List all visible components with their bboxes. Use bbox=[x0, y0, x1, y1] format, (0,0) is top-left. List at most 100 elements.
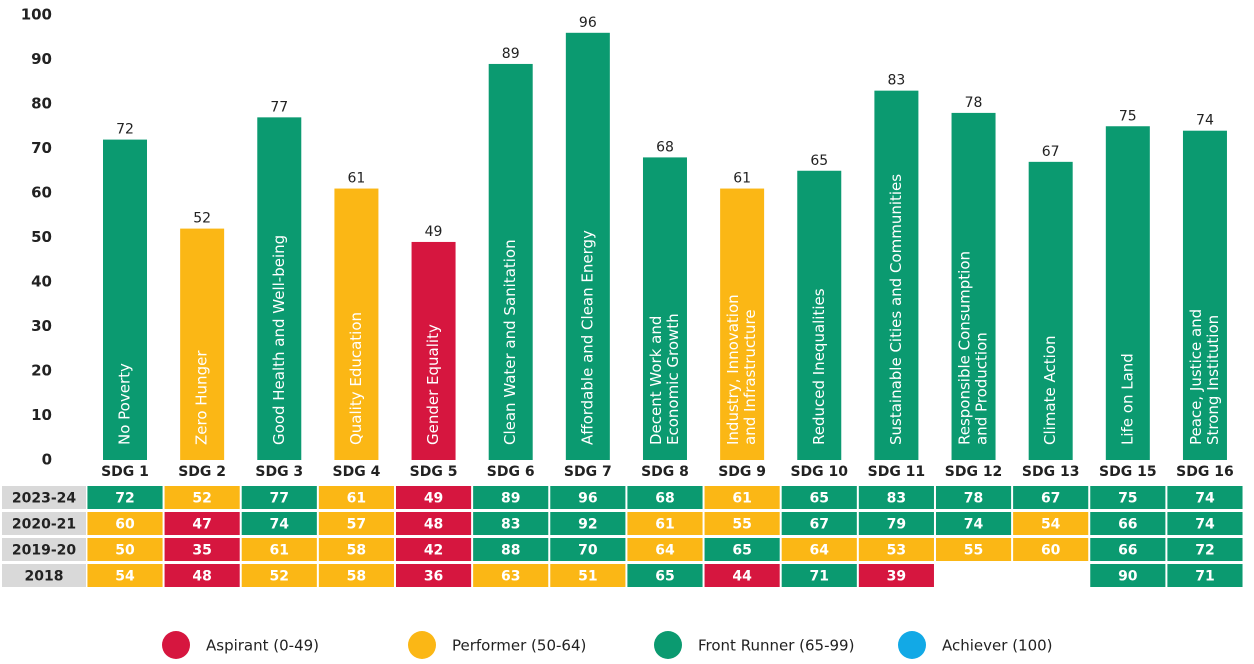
value-label: 77 bbox=[270, 99, 288, 115]
legend-swatch bbox=[898, 631, 926, 659]
legend-label: Front Runner (65-99) bbox=[698, 637, 854, 655]
table-value: 66 bbox=[1118, 543, 1137, 559]
table-cell bbox=[241, 512, 317, 535]
table-cell bbox=[395, 512, 472, 535]
goal-name: Gender Equality bbox=[424, 324, 442, 445]
table-value: 64 bbox=[655, 543, 675, 559]
table-value: 83 bbox=[501, 517, 520, 533]
table-cell bbox=[935, 486, 1012, 509]
row-header: 2023-24 bbox=[12, 491, 77, 507]
x-tick-label: SDG 5 bbox=[410, 464, 458, 480]
table-value: 61 bbox=[655, 517, 674, 533]
table-cell bbox=[87, 512, 163, 535]
y-tick-label: 10 bbox=[31, 406, 52, 424]
y-tick-label: 0 bbox=[42, 451, 52, 469]
table-value: 89 bbox=[501, 491, 520, 507]
y-tick-label: 80 bbox=[31, 95, 52, 113]
row-header: 2018 bbox=[25, 569, 64, 585]
table-cell bbox=[87, 564, 163, 587]
table-value: 58 bbox=[347, 569, 366, 585]
table-cell bbox=[395, 564, 472, 587]
bar bbox=[565, 32, 610, 461]
table-cell bbox=[781, 564, 857, 587]
value-label: 65 bbox=[810, 153, 828, 169]
table-value: 65 bbox=[810, 491, 829, 507]
goal-name: Strong Institution bbox=[1204, 315, 1222, 445]
table-cell bbox=[550, 538, 626, 561]
bar bbox=[411, 241, 456, 460]
table-value: 50 bbox=[115, 543, 135, 559]
value-label: 61 bbox=[348, 171, 366, 187]
y-tick-label: 100 bbox=[21, 6, 52, 24]
x-tick-label: SDG 3 bbox=[255, 464, 303, 480]
table-cell bbox=[781, 538, 857, 561]
table-cell bbox=[318, 512, 394, 535]
table-cell bbox=[550, 512, 626, 535]
x-tick-label: SDG 16 bbox=[1176, 464, 1234, 480]
x-tick-label: SDG 2 bbox=[178, 464, 226, 480]
bar bbox=[1105, 126, 1150, 460]
table-value: 72 bbox=[1195, 543, 1214, 559]
row-header-bg bbox=[2, 486, 86, 509]
x-tick-label: SDG 6 bbox=[487, 464, 535, 480]
legend-swatch bbox=[408, 631, 436, 659]
x-tick-label: SDG 15 bbox=[1099, 464, 1157, 480]
x-tick-label: SDG 8 bbox=[641, 464, 689, 480]
table-value: 78 bbox=[964, 491, 983, 507]
table-cell bbox=[473, 486, 549, 509]
table-value: 71 bbox=[1195, 569, 1214, 585]
table-value: 49 bbox=[424, 491, 443, 507]
y-tick-label: 20 bbox=[31, 362, 52, 380]
bar bbox=[488, 63, 533, 460]
goal-name: and Production bbox=[973, 332, 991, 445]
table-cell bbox=[87, 538, 163, 561]
row-header-bg bbox=[2, 512, 86, 535]
goal-name: Good Health and Well-being bbox=[270, 235, 288, 445]
bar bbox=[334, 188, 379, 461]
table-value: 57 bbox=[347, 517, 366, 533]
goal-name: Affordable and Clean Energy bbox=[578, 230, 596, 445]
value-label: 67 bbox=[1042, 144, 1060, 160]
row-header: 2019-20 bbox=[12, 543, 77, 559]
table-value: 83 bbox=[887, 491, 906, 507]
table-value: 52 bbox=[270, 569, 289, 585]
table-cell bbox=[1167, 512, 1243, 535]
table-cell bbox=[318, 486, 394, 509]
table-value: 79 bbox=[887, 517, 906, 533]
bar bbox=[103, 139, 147, 460]
table-cell bbox=[704, 512, 780, 535]
table-value: 60 bbox=[1041, 543, 1061, 559]
goal-name: and Infrastructure bbox=[741, 309, 759, 445]
value-label: 83 bbox=[887, 73, 905, 89]
table-value: 55 bbox=[964, 543, 983, 559]
table-cell bbox=[1090, 538, 1166, 561]
table-value: 67 bbox=[810, 517, 829, 533]
x-tick-label: SDG 7 bbox=[564, 464, 612, 480]
table-value: 72 bbox=[115, 491, 134, 507]
table-cell bbox=[87, 486, 163, 509]
table-value: 61 bbox=[732, 491, 751, 507]
table-cell bbox=[704, 538, 780, 561]
x-tick-label: SDG 12 bbox=[945, 464, 1003, 480]
table-cell bbox=[1090, 486, 1166, 509]
table-value: 65 bbox=[732, 543, 751, 559]
goal-name: Economic Growth bbox=[664, 313, 682, 445]
table-cell bbox=[704, 564, 780, 587]
x-tick-label: SDG 13 bbox=[1022, 464, 1080, 480]
table-cell bbox=[781, 486, 857, 509]
goal-name: Peace, Justice and bbox=[1187, 309, 1205, 445]
value-label: 75 bbox=[1119, 108, 1137, 124]
table-cell bbox=[1167, 486, 1243, 509]
legend-swatch bbox=[162, 631, 190, 659]
table-cell bbox=[1013, 512, 1089, 535]
table-cell bbox=[627, 538, 703, 561]
table-value: 70 bbox=[578, 543, 598, 559]
table-value: 35 bbox=[192, 543, 211, 559]
table-value: 53 bbox=[887, 543, 906, 559]
y-tick-label: 60 bbox=[31, 184, 52, 202]
table-value: 61 bbox=[347, 491, 366, 507]
bar bbox=[951, 112, 996, 461]
goal-name: Sustainable Cities and Communities bbox=[887, 174, 905, 445]
row-header-bg bbox=[2, 564, 86, 587]
table-cell bbox=[473, 538, 549, 561]
